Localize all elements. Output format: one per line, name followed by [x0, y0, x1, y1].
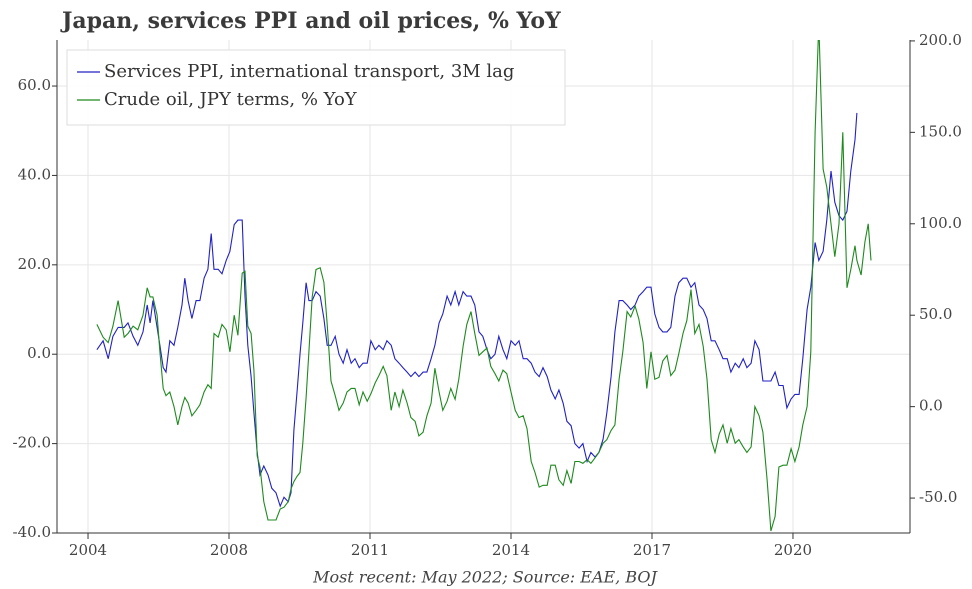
legend-label: Services PPI, international transport, 3…: [104, 61, 514, 82]
plot-area: [96, 40, 872, 532]
legend: Services PPI, international transport, 3…: [66, 49, 566, 126]
y2-tick-label: -50.0: [919, 488, 957, 506]
x-tick-label: 2004: [69, 541, 107, 559]
x-tick-label: 2008: [210, 541, 248, 559]
x-tick-label: 2017: [633, 541, 671, 559]
x-tick-label: 2014: [492, 541, 530, 559]
legend-label: Crude oil, JPY terms, % YoY: [104, 89, 358, 110]
line-series: [96, 112, 858, 508]
y-tick-label: 20.0: [18, 255, 51, 273]
y-tick-label: 60.0: [18, 76, 51, 94]
y-tick-label: -20.0: [13, 434, 51, 452]
y2-tick-label: 50.0: [919, 305, 952, 323]
line-series: [96, 40, 872, 532]
axes: 2004 2008 2011 2014 2017 2020 -40.0 -20.0 0.0 20.…: [13, 31, 962, 559]
legend-box: [66, 49, 566, 126]
y2-tick-label: 200.0: [919, 31, 962, 49]
y-tick-label: 0.0: [27, 344, 51, 362]
y2-tick-label: 0.0: [919, 397, 943, 415]
x-tick-label: 2011: [351, 541, 389, 559]
chart-title: Japan, services PPI and oil prices, % Yo…: [60, 8, 561, 34]
x-tick-label: 2020: [774, 541, 812, 559]
y2-tick-label: 150.0: [919, 122, 962, 140]
y-tick-label: 40.0: [18, 165, 51, 183]
y-tick-label: -40.0: [13, 523, 51, 541]
y2-tick-label: 100.0: [919, 214, 962, 232]
caption: Most recent: May 2022; Source: EAE, BOJ: [312, 568, 658, 587]
